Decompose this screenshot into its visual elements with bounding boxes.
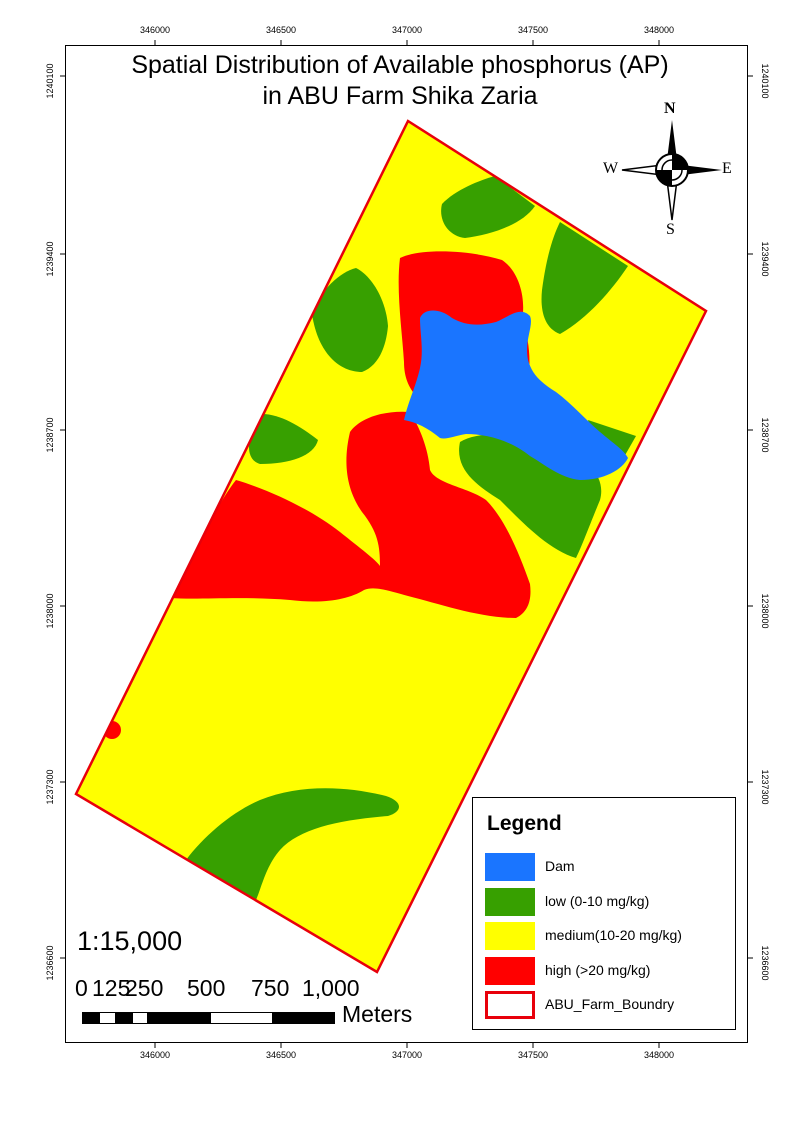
scale-label: 500 [187,975,226,1001]
north-arrow-label-e: E [722,160,732,177]
legend-item-medium: medium(10-20 mg/kg) [485,922,735,950]
north-arrow-label-s: S [666,221,675,238]
x-tick-label-top: 347500 [517,25,549,35]
y-tick-label-right: 1237300 [760,769,770,805]
y-tick-label-right: 1240100 [760,63,770,99]
y-tick-label-right: 1238700 [760,417,770,453]
legend-label: medium(10-20 mg/kg) [545,927,682,943]
legend-label: ABU_Farm_Boundry [545,996,675,1012]
legend-label: Dam [545,858,575,874]
legend-swatch-medium [485,922,535,950]
scale-bar-segment [132,1012,148,1024]
scale-bar-segment [210,1012,273,1024]
legend-swatch-high [485,957,535,985]
scale-bar-segment [148,1012,210,1024]
y-tick-label-left: 1240100 [45,63,55,99]
x-tick-label-top: 347000 [391,25,423,35]
scale-label: 750 [251,975,290,1001]
y-tick-label-left: 1236600 [45,945,55,981]
x-tick-label-bottom: 347500 [517,1050,549,1060]
y-tick-label-left: 1237300 [45,769,55,805]
x-tick-label-top: 348000 [643,25,675,35]
x-tick-label-top: 346000 [139,25,171,35]
y-tick-label-left: 1238700 [45,417,55,453]
y-tick-label-left: 1238000 [45,593,55,629]
legend-item-dam: Dam [485,853,735,881]
map-title: Spatial Distribution of Available phosph… [70,50,730,112]
scale-bar-segment [82,1012,99,1024]
y-tick-label-left: 1239400 [45,241,55,277]
y-tick-label-right: 1236600 [760,945,770,981]
scale-label: 250 [125,975,164,1001]
legend-title: Legend [487,812,562,835]
map-title-line2: in ABU Farm Shika Zaria [262,82,538,110]
legend-label: high (>20 mg/kg) [545,962,651,978]
scale-label: 125 [92,975,131,1001]
scale-label: 0 [75,975,88,1001]
y-tick-label-right: 1239400 [760,241,770,277]
x-tick-label-bottom: 346500 [265,1050,297,1060]
legend: Legend Dam low (0-10 mg/kg) medium(10-20… [472,797,736,1030]
map-title-line1: Spatial Distribution of Available phosph… [131,51,669,79]
legend-swatch-dam [485,853,535,881]
x-tick-label-bottom: 348000 [643,1050,675,1060]
scale-bar-segment [99,1012,116,1024]
legend-item-high: high (>20 mg/kg) [485,957,735,985]
legend-label: low (0-10 mg/kg) [545,893,650,909]
scale-bar-segment [273,1012,335,1024]
legend-swatch-boundary [485,991,535,1019]
north-arrow-label-w: W [603,160,619,177]
legend-item-boundary: ABU_Farm_Boundry [485,991,735,1019]
legend-item-low: low (0-10 mg/kg) [485,888,735,916]
scale-ratio: 1:15,000 [77,926,183,956]
x-tick-label-bottom: 346000 [139,1050,171,1060]
north-arrow-label-n: N [664,100,676,117]
x-tick-label-bottom: 347000 [391,1050,423,1060]
scale-units: Meters [342,1001,413,1027]
legend-swatch-low [485,888,535,916]
y-tick-label-right: 1238000 [760,593,770,629]
scale-label: 1,000 [302,975,360,1001]
x-tick-label-top: 346500 [265,25,297,35]
scale-bar-segment [116,1012,132,1024]
